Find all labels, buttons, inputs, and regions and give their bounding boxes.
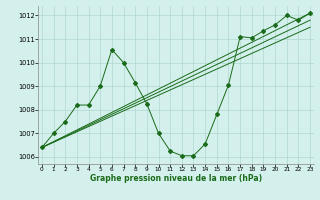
X-axis label: Graphe pression niveau de la mer (hPa): Graphe pression niveau de la mer (hPa) <box>90 174 262 183</box>
